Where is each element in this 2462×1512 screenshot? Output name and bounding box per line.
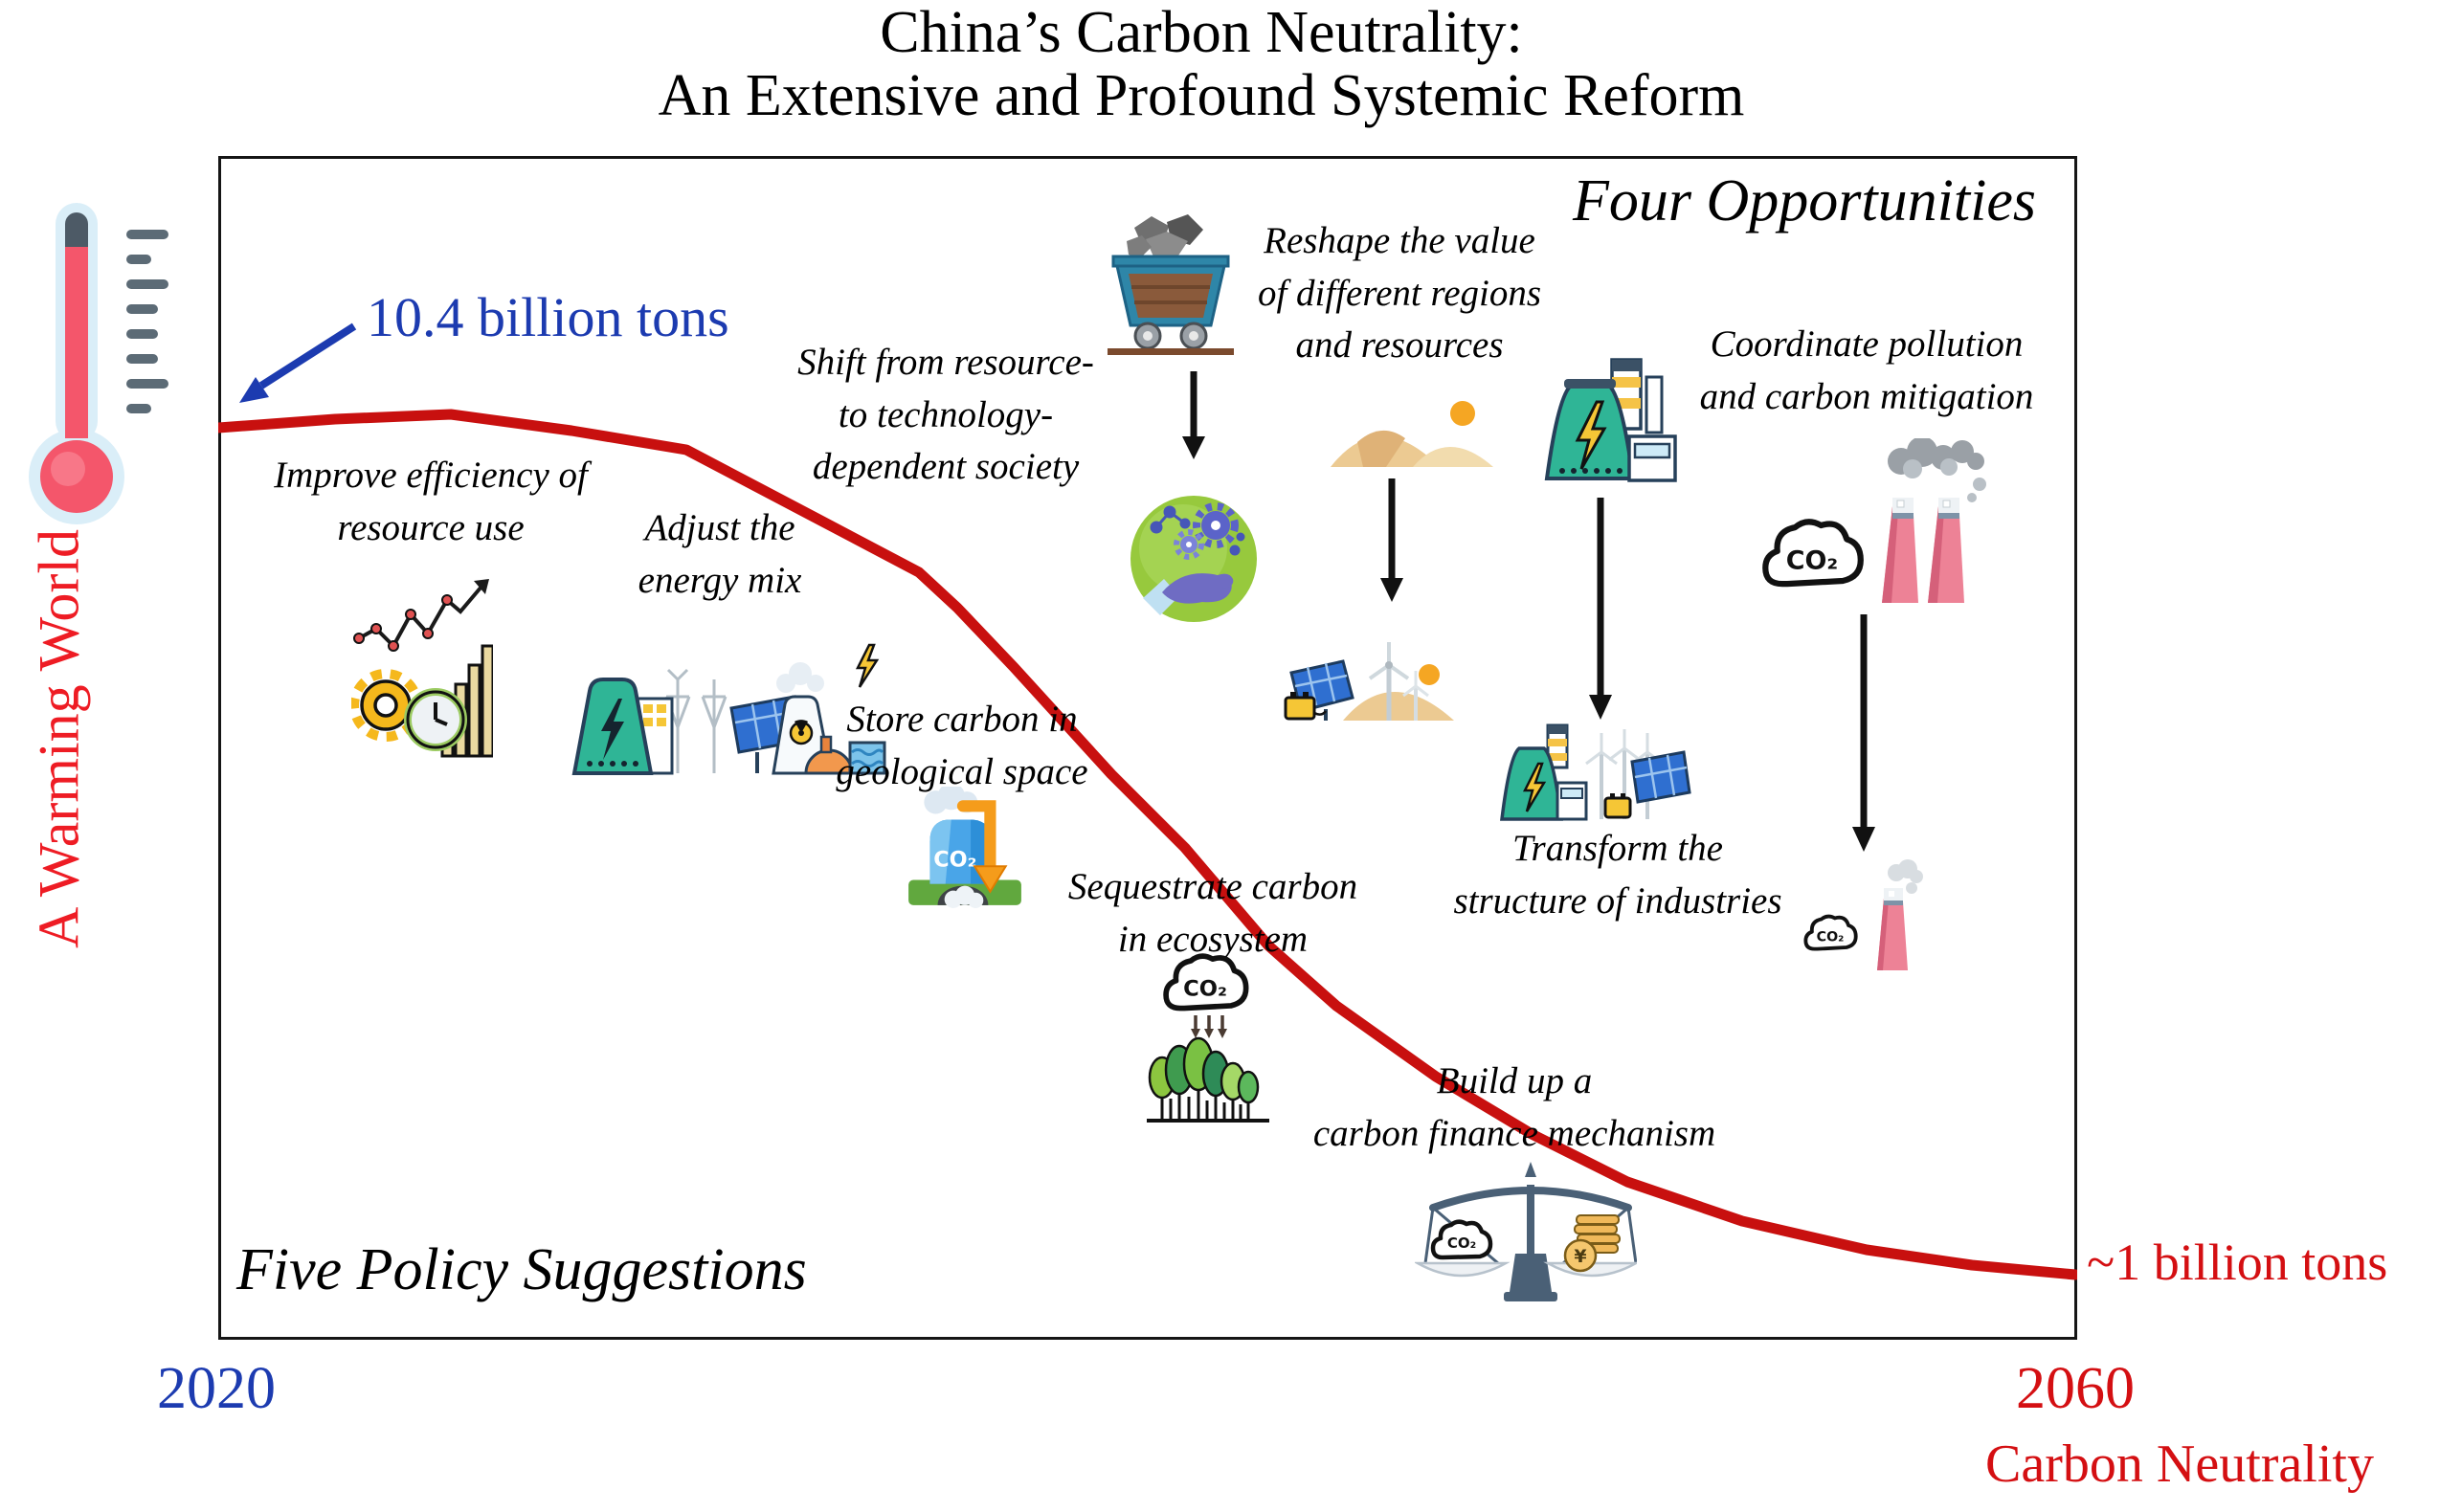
thermometer-scale-icon: [126, 230, 168, 413]
axis-year-end: 2060: [2016, 1356, 2135, 1421]
co2-absorb-arrows-icon: [1191, 1015, 1227, 1038]
scale-co2-text: CO₂: [1447, 1234, 1476, 1252]
label-sequestrate-line2: in ecosystem: [1117, 918, 1309, 960]
industry-transform-icon: [1500, 723, 1691, 821]
page-title: China’s Carbon Neutrality: An Extensive …: [658, 0, 1745, 128]
forest-icon: [1147, 1036, 1269, 1123]
arrow-down-coordinate-icon: [1852, 614, 1875, 852]
label-transform-line2: structure of industries: [1453, 879, 1782, 922]
label-reshape-line1: Reshape the value: [1264, 220, 1535, 261]
label-store-line2: geological space: [836, 750, 1088, 792]
small-smokestack-icon: [1877, 859, 1923, 970]
sand-dune-icon: [1331, 401, 1493, 467]
yen-coin-text: ¥: [1574, 1246, 1586, 1267]
efficiency-chart-icon: [351, 579, 493, 758]
arrow-down-reshape-icon: [1380, 478, 1403, 602]
small-co2-text: CO₂: [1817, 929, 1845, 945]
co2-cloud-icon: CO₂: [1762, 519, 1864, 588]
label-adjust-energy: Adjust the energy mix: [638, 502, 802, 607]
label-finance: Build up a carbon finance mechanism: [1313, 1056, 1715, 1160]
store-co2-text: CO₂: [933, 847, 976, 872]
label-improve-line2: resource use: [337, 506, 525, 548]
label-shift: Shift from resource- to technology- depe…: [797, 337, 1094, 494]
label-reshape: Reshape the value of different regions a…: [1258, 215, 1541, 372]
label-improve-line1: Improve efficiency of: [274, 455, 588, 496]
label-coordinate-line1: Coordinate pollution: [1710, 323, 2024, 365]
label-adjust-line1: Adjust the: [644, 507, 795, 548]
page-title-line1: China’s Carbon Neutrality:: [880, 0, 1523, 65]
co2-text: CO₂: [1786, 546, 1838, 576]
label-improve-efficiency: Improve efficiency of resource use: [274, 450, 588, 554]
axis-year-start: 2020: [157, 1356, 276, 1421]
sequestrate-co2-cloud-icon: CO₂: [1163, 953, 1249, 1012]
label-finance-line2: carbon finance mechanism: [1312, 1112, 1716, 1154]
page-title-line2: An Extensive and Profound Systemic Refor…: [658, 62, 1745, 128]
thermometer-icon: [29, 203, 124, 524]
label-coordinate-line2: and carbon mitigation: [1699, 375, 2034, 417]
technology-hand-icon: [1130, 496, 1257, 622]
label-shift-line3: dependent society: [812, 446, 1080, 488]
label-transform: Transform the structure of industries: [1453, 823, 1781, 927]
opportunities-section-title: Four Opportunities: [1573, 168, 2036, 233]
warming-world-label: A Warming World: [27, 528, 91, 949]
policies-section-title: Five Policy Suggestions: [236, 1237, 807, 1302]
chart-frame: [218, 156, 2077, 1340]
carbon-finance-scale-icon: CO₂ ¥: [1415, 1162, 1637, 1301]
label-shift-line1: Shift from resource-: [797, 342, 1094, 383]
sequestrate-co2-text: CO₂: [1183, 976, 1227, 1001]
energy-mix-icon: [571, 643, 886, 775]
label-finance-line1: Build up a: [1436, 1060, 1593, 1101]
renewables-on-dune-icon: [1284, 642, 1454, 721]
label-sequestrate-line1: Sequestrate carbon: [1067, 866, 1358, 907]
label-coordinate: Coordinate pollution and carbon mitigati…: [1700, 319, 2034, 423]
coal-cart-icon: [1108, 214, 1234, 355]
label-reshape-line2: of different regions: [1257, 272, 1542, 314]
label-shift-line2: to technology-: [838, 393, 1054, 435]
power-plant-icon: [1544, 358, 1677, 482]
small-co2-cloud-icon: CO₂: [1803, 914, 1858, 951]
emissions-curve: [218, 409, 2077, 1280]
label-store-line1: Store carbon in: [846, 699, 1078, 740]
label-reshape-line3: and resources: [1295, 324, 1504, 367]
label-sequestrate: Sequestrate carbon in ecosystem: [1068, 861, 1357, 966]
smokestacks-icon: [1882, 438, 1986, 603]
label-transform-line1: Transform the: [1512, 828, 1723, 869]
store-carbon-icon: CO₂: [908, 787, 1021, 908]
start-value-label: 10.4 billion tons: [367, 286, 729, 348]
label-store-carbon: Store carbon in geological space: [836, 694, 1087, 798]
axis-end-caption: Carbon Neutrality: [1985, 1434, 2374, 1494]
label-adjust-line2: energy mix: [638, 559, 802, 601]
end-value-label: ~1 billion tons: [2087, 1234, 2388, 1291]
start-annotation-arrow-icon: [239, 322, 357, 403]
arrow-down-transform-icon: [1589, 498, 1612, 720]
arrow-down-shift-icon: [1182, 371, 1205, 459]
